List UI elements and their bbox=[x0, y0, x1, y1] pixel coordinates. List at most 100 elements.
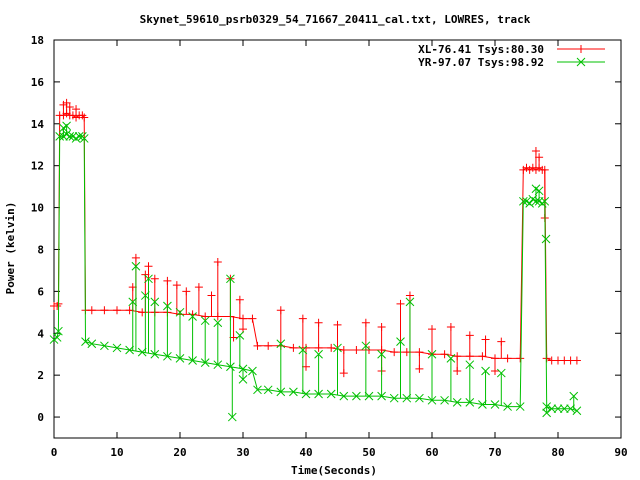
data-point bbox=[518, 196, 528, 206]
data-point bbox=[150, 297, 160, 307]
data-point bbox=[377, 322, 386, 331]
data-point bbox=[72, 105, 81, 114]
data-point bbox=[289, 343, 298, 352]
x-tick-label: 70 bbox=[488, 446, 501, 459]
data-point bbox=[440, 395, 449, 405]
legend-label-yr: YR-97.07 Tsys:98.92 bbox=[418, 56, 544, 69]
data-point bbox=[452, 398, 462, 407]
data-point bbox=[390, 348, 399, 357]
data-point bbox=[327, 343, 336, 352]
y-tick-label: 8 bbox=[37, 243, 44, 256]
data-point bbox=[200, 316, 210, 326]
x-tick-label: 50 bbox=[362, 446, 375, 459]
data-point bbox=[163, 301, 172, 311]
data-point bbox=[80, 113, 89, 122]
x-tick-label: 60 bbox=[425, 446, 438, 459]
axes bbox=[53, 39, 622, 439]
y-tick-label: 12 bbox=[31, 160, 44, 173]
data-point bbox=[150, 349, 160, 359]
data-point bbox=[253, 385, 262, 395]
data-point bbox=[541, 234, 551, 244]
data-point bbox=[54, 326, 63, 336]
data-point bbox=[453, 366, 462, 375]
x-tick-label: 10 bbox=[110, 446, 123, 459]
data-point bbox=[361, 318, 370, 327]
data-point bbox=[87, 306, 96, 315]
data-point bbox=[389, 393, 399, 403]
data-point bbox=[333, 343, 342, 353]
data-point bbox=[446, 354, 456, 363]
data-point bbox=[496, 368, 506, 378]
data-point bbox=[446, 322, 455, 331]
plot-frame bbox=[53, 39, 622, 439]
data-point bbox=[78, 111, 87, 120]
y-ticks: 0 2 4 6 8 10 12 14 16 18 bbox=[31, 34, 621, 424]
data-point bbox=[55, 132, 65, 141]
chart-title: Skynet_59610_psrb0329_54_71667_20411_cal… bbox=[140, 13, 531, 26]
data-point bbox=[213, 318, 223, 328]
x-tick-label: 0 bbox=[51, 446, 58, 459]
data-point bbox=[515, 402, 525, 411]
x-axis-label: Time(Seconds) bbox=[291, 464, 377, 477]
legend-label-xl: XL-76.41 Tsys:80.30 bbox=[418, 43, 544, 56]
data-point bbox=[289, 387, 298, 397]
data-point bbox=[326, 389, 336, 399]
data-point bbox=[559, 404, 569, 414]
y-tick-label: 10 bbox=[31, 202, 44, 215]
data-point bbox=[405, 297, 415, 307]
x-ticks: 0 10 20 30 40 50 60 70 80 90 bbox=[51, 40, 628, 459]
data-point bbox=[188, 356, 197, 365]
data-point bbox=[298, 314, 307, 323]
x-tick-label: 90 bbox=[614, 446, 627, 459]
y-tick-label: 4 bbox=[37, 327, 44, 340]
data-point bbox=[79, 134, 89, 143]
data-point bbox=[276, 339, 286, 349]
data-point bbox=[503, 402, 512, 411]
data-point bbox=[87, 339, 97, 349]
data-point bbox=[405, 291, 414, 300]
data-point bbox=[226, 274, 235, 284]
data-point bbox=[547, 404, 557, 414]
data-point bbox=[314, 389, 323, 399]
data-point bbox=[415, 364, 424, 373]
data-point bbox=[248, 366, 257, 376]
series-xl bbox=[50, 98, 581, 378]
data-point bbox=[298, 345, 308, 355]
legend: XL-76.41 Tsys:80.30 YR-97.07 Tsys:98.92 bbox=[418, 43, 605, 69]
data-point bbox=[65, 103, 74, 112]
data-point bbox=[188, 312, 197, 321]
data-point bbox=[339, 369, 348, 378]
data-point bbox=[276, 306, 285, 315]
data-point bbox=[569, 391, 579, 401]
data-point bbox=[276, 387, 286, 397]
data-point bbox=[396, 299, 405, 308]
data-point bbox=[194, 283, 203, 292]
data-point bbox=[175, 307, 185, 317]
data-point bbox=[235, 295, 244, 304]
data-point bbox=[74, 132, 84, 141]
data-point bbox=[542, 408, 552, 418]
data-point bbox=[377, 349, 386, 359]
y-tick-label: 16 bbox=[31, 76, 45, 89]
data-point bbox=[172, 281, 181, 290]
data-point bbox=[100, 306, 109, 315]
data-point bbox=[113, 306, 121, 315]
data-point bbox=[534, 186, 544, 196]
legend-marker bbox=[577, 45, 585, 53]
plot-area bbox=[49, 98, 582, 422]
x-tick-label: 80 bbox=[551, 446, 564, 459]
data-point bbox=[428, 325, 436, 334]
data-point bbox=[62, 98, 71, 107]
data-point bbox=[163, 276, 172, 285]
y-tick-label: 2 bbox=[37, 369, 44, 382]
data-point bbox=[503, 354, 512, 363]
series-line bbox=[53, 133, 578, 412]
data-point bbox=[531, 147, 540, 156]
data-point bbox=[213, 258, 222, 267]
data-point bbox=[226, 362, 235, 372]
legend-marker bbox=[576, 57, 586, 67]
data-point bbox=[238, 374, 248, 384]
y-axis-label: Power (kelvin) bbox=[4, 202, 17, 295]
data-point bbox=[144, 274, 153, 284]
data-point bbox=[525, 199, 535, 208]
